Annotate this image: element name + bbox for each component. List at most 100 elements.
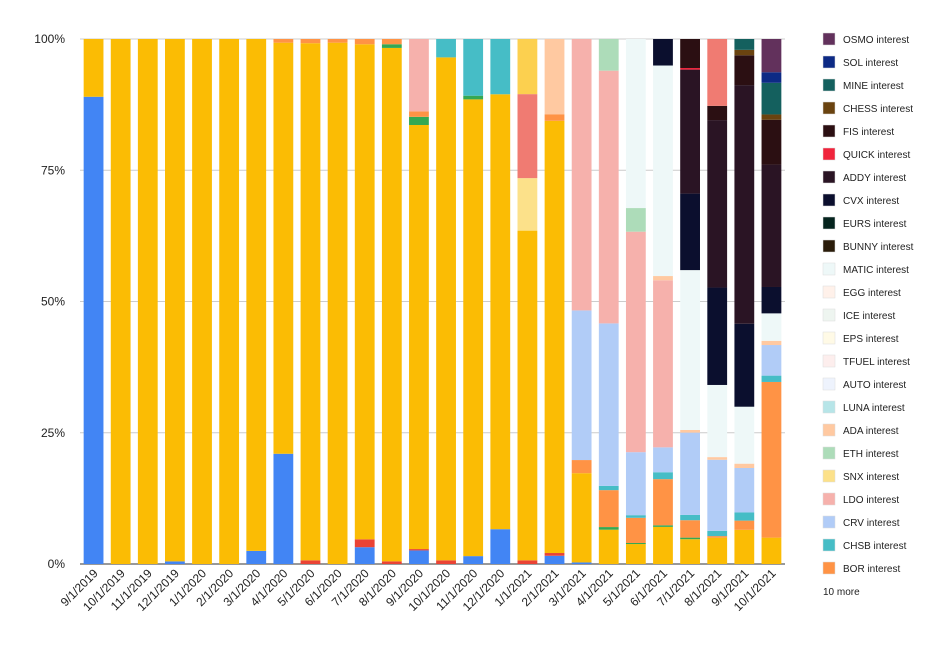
legend-label: FIS interest: [843, 127, 894, 138]
bar-segment: [761, 72, 782, 83]
legend-item: MATIC interest: [822, 262, 909, 276]
legend-swatch: [822, 170, 836, 184]
bar-segment: [381, 44, 402, 48]
bar-segment: [761, 375, 782, 382]
bar-segment: [680, 68, 700, 70]
legend-label: ETH interest: [843, 449, 899, 460]
bar-segment: [625, 231, 646, 453]
bar-segment: [327, 39, 348, 43]
bar-segment: [571, 473, 592, 563]
legend-label: CRV interest: [843, 518, 900, 529]
legend-swatch: [822, 377, 836, 391]
bar-segment: [707, 457, 728, 460]
bar-stack: [734, 39, 755, 564]
bar-segment: [734, 406, 755, 464]
legend-swatch: [822, 515, 836, 529]
bar-segment: [707, 120, 728, 288]
bar-segment: [734, 529, 755, 564]
bar-segment: [707, 384, 728, 458]
legend-item: ICE interest: [822, 308, 895, 322]
bar-segment: [463, 99, 484, 557]
bar-stack: [354, 39, 375, 564]
bar-segment: [707, 536, 728, 538]
legend-label: EPS interest: [843, 334, 899, 345]
bar-segment: [571, 310, 592, 461]
legend-item: EURS interest: [822, 216, 907, 230]
bar-stack: [165, 39, 185, 564]
bar-segment: [734, 55, 755, 86]
bar-segment: [490, 39, 511, 95]
legend-swatch: [822, 216, 836, 230]
bar-stack: [137, 39, 158, 564]
bar-segment: [463, 39, 484, 96]
bar-segment: [625, 544, 646, 564]
bar-segment: [137, 39, 158, 564]
legend-swatch: [822, 331, 836, 345]
bar-segment: [734, 49, 755, 56]
bar-stack: [327, 39, 348, 565]
legend-label: BUNNY interest: [843, 242, 914, 253]
legend-item: OSMO interest: [822, 32, 909, 46]
bar-segment: [273, 39, 294, 43]
bar-segment: [571, 39, 592, 311]
legend-label: LUNA interest: [843, 403, 905, 414]
legend-swatch: [822, 78, 836, 92]
bar-stack: [680, 39, 700, 564]
bar-segment: [680, 537, 700, 540]
bar-segment: [598, 529, 619, 564]
legend-item: LDO interest: [822, 492, 899, 506]
bar-segment: [165, 561, 185, 564]
y-tick-label: 0%: [48, 557, 66, 571]
bar-segment: [327, 42, 348, 565]
bar-segment: [734, 468, 755, 513]
bar-stack: [707, 39, 728, 564]
bar-segment: [490, 529, 511, 564]
bar-segment: [761, 286, 782, 314]
bar-segment: [653, 447, 673, 473]
bar-segment: [381, 561, 402, 564]
bar-segment: [246, 550, 267, 564]
bar-segment: [734, 39, 755, 50]
legend-swatch: [822, 32, 836, 46]
bar-segment: [354, 547, 375, 564]
bar-segment: [761, 345, 782, 376]
bar-segment: [680, 432, 700, 515]
legend-more-label[interactable]: 10 more: [823, 587, 860, 598]
bar-segment: [354, 539, 375, 548]
bar-segment: [517, 560, 538, 564]
bar-segment: [761, 82, 782, 115]
bar-segment: [598, 527, 619, 530]
bar-segment: [165, 39, 185, 562]
bar-segment: [707, 530, 728, 537]
bar-stack: [192, 39, 212, 564]
legend-label: QUICK interest: [843, 150, 910, 161]
bar-segment: [761, 114, 782, 120]
bar-segment: [409, 111, 429, 117]
legend-label: ADDY interest: [843, 173, 906, 184]
bar-segment: [707, 459, 728, 531]
bar-segment: [734, 520, 755, 530]
bar-segment: [436, 560, 456, 564]
legend-item: CHESS interest: [822, 101, 913, 115]
bar-segment: [761, 164, 782, 287]
bar-segment: [381, 39, 402, 45]
legend-item: ADDY interest: [822, 170, 906, 184]
bar-segment: [354, 44, 375, 540]
bar-stack: [246, 39, 267, 564]
bar-segment: [409, 549, 429, 551]
bar-segment: [463, 556, 484, 564]
legend-swatch: [822, 124, 836, 138]
bar-segment: [734, 512, 755, 521]
bar-segment: [544, 553, 565, 556]
bar-segment: [761, 537, 782, 564]
legend-label: MINE interest: [843, 81, 904, 92]
legend-item: EGG interest: [822, 285, 901, 299]
legend-swatch: [822, 400, 836, 414]
bar-stack: [381, 39, 402, 564]
bar-segment: [436, 57, 456, 561]
bar-segment: [598, 70, 619, 324]
bar-stack: [490, 39, 511, 564]
bar-segment: [517, 94, 538, 179]
bar-segment: [680, 520, 700, 538]
bar-segment: [653, 39, 673, 66]
